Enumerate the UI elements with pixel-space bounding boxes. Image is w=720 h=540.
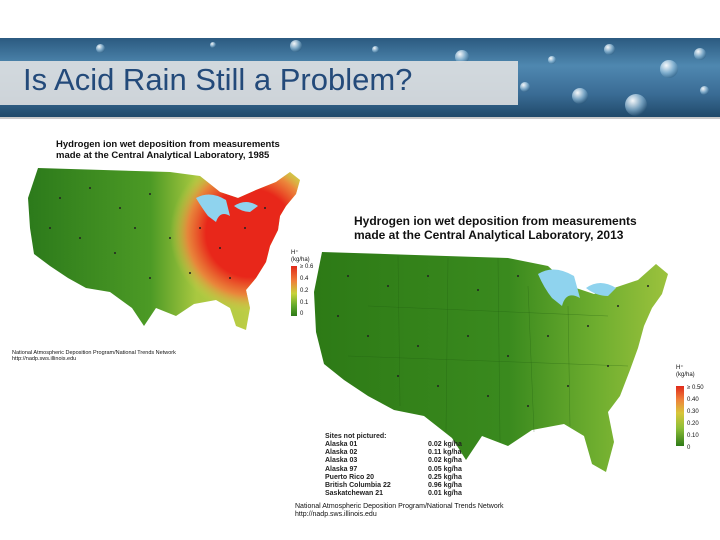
site-name: Alaska 01 <box>325 441 358 448</box>
site-row: Alaska 02 0.11 kg/ha <box>325 449 488 457</box>
legend-color-bar <box>291 266 297 316</box>
site-name: Puerto Rico 20 <box>325 473 375 481</box>
legend-unit: (kg/ha) <box>291 256 310 263</box>
legend-tick: 0.2 <box>300 288 309 294</box>
map-1985-legend: H⁺ (kg/ha) ≥ 0.6 0.4 0.2 0.1 0 <box>291 250 321 320</box>
water-drop-decoration <box>660 60 678 78</box>
slide-title: Is Acid Rain Still a Problem? <box>23 62 413 97</box>
map-1985-image <box>28 168 300 330</box>
map-2013-title: Hydrogen ion wet deposition from measure… <box>354 214 637 243</box>
water-drop-decoration <box>210 42 216 48</box>
water-drop-decoration <box>372 46 379 53</box>
legend-unit-symbol: H⁺ <box>676 365 684 371</box>
site-value: 0.01 kg/ha <box>428 490 462 498</box>
map-2013-state-lines <box>347 255 629 443</box>
sites-header: Sites not pictured: <box>325 433 387 440</box>
header-divider <box>0 117 720 119</box>
legend-tick: 0.10 <box>687 433 699 439</box>
water-drop-decoration <box>625 94 647 116</box>
site-value: 0.96 kg/ha <box>428 481 462 489</box>
legend-tick: 0.1 <box>300 300 309 306</box>
site-name: Alaska 03 <box>325 457 358 465</box>
map-2013-credit: National Atmospheric Deposition Program/… <box>295 503 504 519</box>
site-name: Saskatchewan 21 <box>325 490 383 498</box>
title-band <box>0 61 518 105</box>
legend-color-bar <box>676 386 684 446</box>
site-value: 0.02 kg/ha <box>428 441 462 448</box>
map-1985-credit: National Atmospheric Deposition Program/… <box>12 350 176 363</box>
legend-tick: 0 <box>300 311 304 317</box>
legend-tick: ≥ 0.6 <box>300 264 314 270</box>
credit-url: http://nadp.sws.illinois.edu <box>295 511 377 519</box>
map-2013-image <box>314 252 668 472</box>
sites-not-pictured: Sites not pictured: Alaska 01 0.02 kg/ha … <box>325 433 488 498</box>
site-value: 0.05 kg/ha <box>428 465 462 473</box>
site-value: 0.11 kg/ha <box>428 449 462 457</box>
legend-unit: (kg/ha) <box>676 371 695 378</box>
water-drop-decoration <box>290 40 302 52</box>
credit-url: http://nadp.sws.illinois.edu <box>12 356 77 363</box>
water-drop-decoration <box>572 88 588 104</box>
water-drop-decoration <box>604 44 615 55</box>
site-name: British Columbia 22 <box>325 481 391 489</box>
map-2013-land <box>314 252 668 472</box>
legend-tick: 0 <box>687 445 691 451</box>
site-row: Puerto Rico 20 0.25 kg/ha <box>325 474 488 482</box>
legend-unit-symbol: H⁺ <box>291 250 299 256</box>
water-drop-decoration <box>455 50 469 64</box>
water-drop-decoration <box>96 44 105 53</box>
map-1985-great-lakes <box>196 194 258 222</box>
site-row: Alaska 97 0.05 kg/ha <box>325 466 488 474</box>
site-name: Alaska 02 <box>325 449 358 457</box>
water-drop-decoration <box>548 56 556 64</box>
legend-tick: 0.4 <box>300 276 309 282</box>
site-value: 0.25 kg/ha <box>428 473 462 481</box>
site-value: 0.02 kg/ha <box>428 457 462 465</box>
site-row: British Columbia 22 0.96 kg/ha <box>325 482 488 490</box>
credit-line: National Atmospheric Deposition Program/… <box>12 350 176 356</box>
legend-tick: 0.20 <box>687 421 699 427</box>
site-row: Saskatchewan 21 0.01 kg/ha <box>325 490 488 498</box>
water-drop-decoration <box>520 82 530 92</box>
water-drop-decoration <box>694 48 706 60</box>
legend-tick: 0.40 <box>687 397 699 403</box>
map-1985-high-zone <box>28 168 300 330</box>
site-row: Alaska 01 0.02 kg/ha <box>325 441 488 449</box>
water-drop-decoration <box>700 86 709 95</box>
site-name: Alaska 97 <box>325 465 358 473</box>
legend-tick: ≥ 0.50 <box>687 385 704 391</box>
map-2013-legend: H⁺ (kg/ha) ≥ 0.50 0.40 0.30 0.20 0.10 0 <box>676 365 718 455</box>
map-2013-great-lakes <box>538 269 616 306</box>
map-1985-title: Hydrogen ion wet deposition from measure… <box>56 139 280 161</box>
legend-tick: 0.30 <box>687 409 699 415</box>
credit-line: National Atmospheric Deposition Program/… <box>295 503 504 510</box>
site-row: Alaska 03 0.02 kg/ha <box>325 457 488 465</box>
